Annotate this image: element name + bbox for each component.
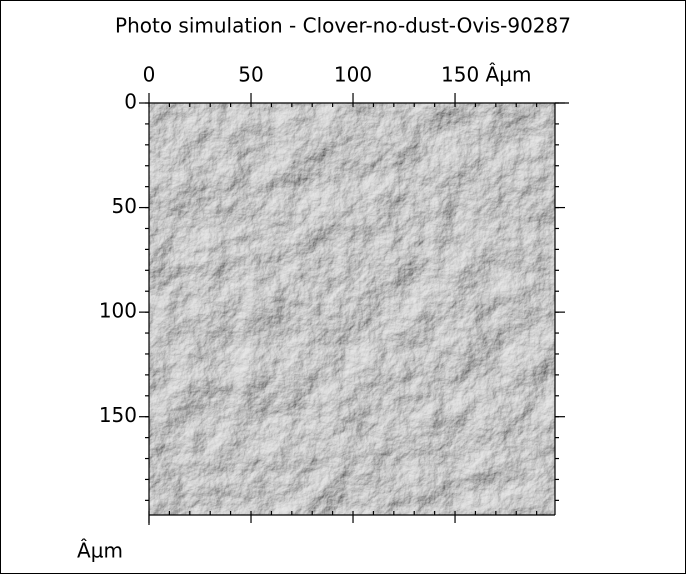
y-tick-label: 150: [99, 403, 137, 427]
x-tick-label: 150 Âµm: [441, 63, 531, 87]
chart: Photo simulation - Clover-no-dust-Ovis-9…: [0, 0, 686, 574]
x-tick-label: 100: [334, 63, 372, 87]
x-tick-label: 0: [143, 63, 156, 87]
y-tick-label: 0: [124, 90, 137, 114]
y-tick-label: 100: [99, 299, 137, 323]
y-tick-label: 50: [112, 194, 137, 218]
surface-image: [149, 103, 555, 515]
x-tick-label: 50: [238, 63, 263, 87]
chart-title: Photo simulation - Clover-no-dust-Ovis-9…: [115, 14, 571, 38]
y-unit-label: Âµm: [77, 539, 123, 563]
